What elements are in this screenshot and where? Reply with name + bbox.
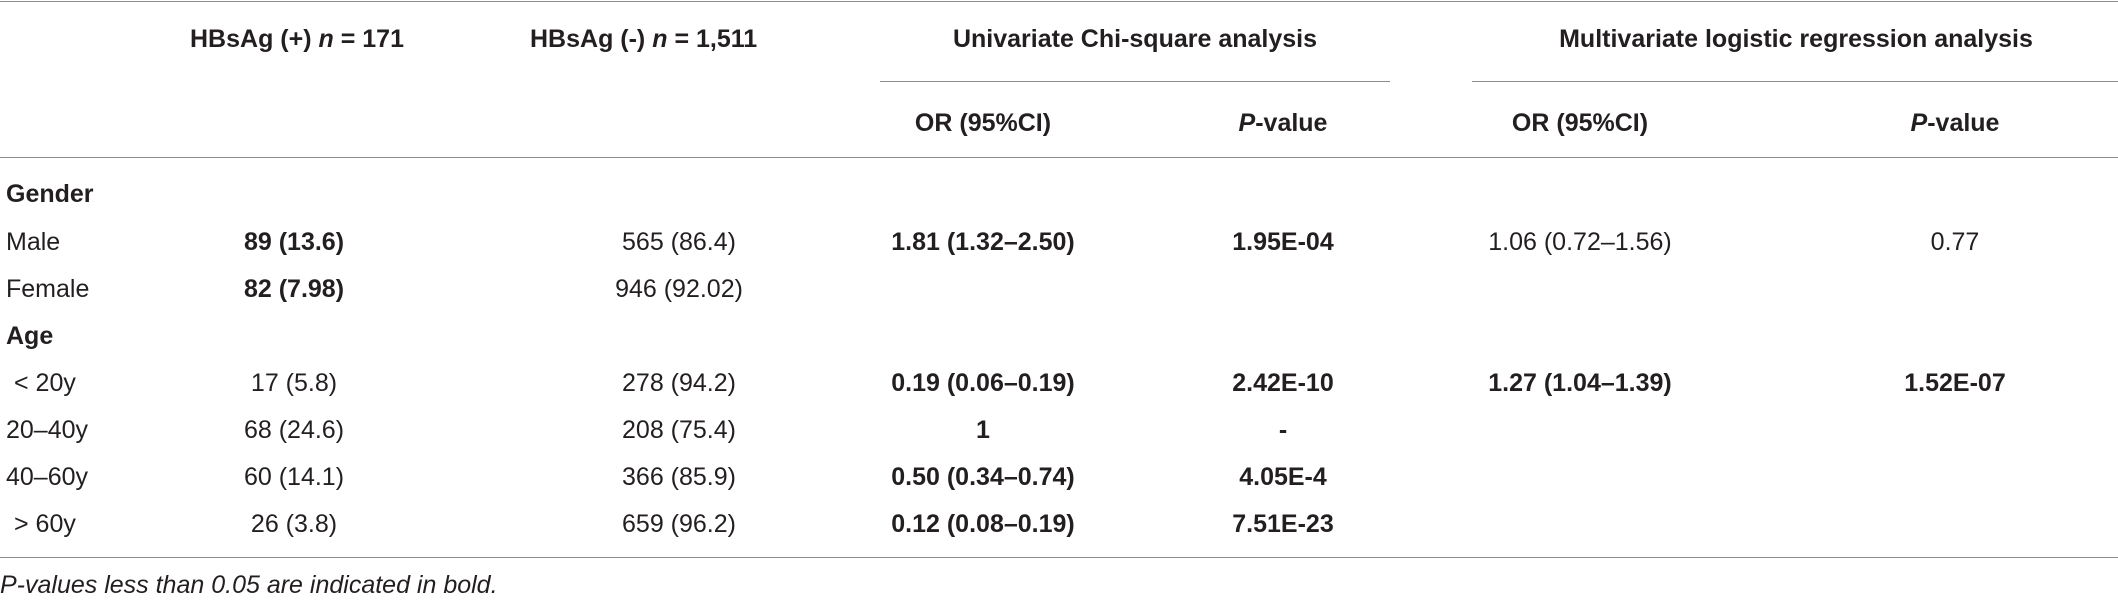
- row-female-neg: 946 (92.02): [615, 275, 743, 303]
- footnote: P-values less than 0.05 are indicated in…: [0, 571, 498, 599]
- row-male-u-or: 1.81 (1.32–2.50): [891, 228, 1075, 256]
- row-40-60-label: 40–60y: [6, 463, 89, 491]
- row-female-label: Female: [6, 275, 90, 303]
- row-male-pos: 89 (13.6): [243, 228, 345, 256]
- bottom-rule: [0, 557, 2118, 558]
- row-gt60-neg: 659 (96.2): [622, 510, 736, 538]
- row-gt60-u-p: 7.51E-23: [1232, 510, 1334, 538]
- row-lt20-pos: 17 (5.8): [250, 369, 338, 397]
- subheader-p-multivariate: P-value: [1910, 109, 2000, 137]
- row-20-40-pos: 68 (24.6): [243, 416, 345, 444]
- row-lt20-m-or: 1.27 (1.04–1.39): [1488, 369, 1672, 397]
- multivariate-span-rule: [1472, 81, 2118, 82]
- row-male-m-or: 1.06 (0.72–1.56): [1488, 228, 1672, 256]
- row-lt20-u-or: 0.19 (0.06–0.19): [891, 369, 1075, 397]
- row-gt60-u-or: 0.12 (0.08–0.19): [891, 510, 1075, 538]
- row-lt20-m-p: 1.52E-07: [1904, 369, 2006, 397]
- row-40-60-neg: 366 (85.9): [622, 463, 736, 491]
- row-20-40-label: 20–40y: [6, 416, 89, 444]
- row-lt20-label: < 20y: [14, 369, 76, 397]
- row-20-40-u-p: -: [1278, 416, 1288, 444]
- header-hbsag-positive: HBsAg (+) n = 171: [190, 25, 404, 53]
- row-female-pos: 82 (7.98): [243, 275, 345, 303]
- row-40-60-u-or: 0.50 (0.34–0.74): [891, 463, 1075, 491]
- row-20-40-u-or: 1: [976, 416, 990, 444]
- univariate-span-rule: [880, 81, 1390, 82]
- row-male-m-p: 0.77: [1930, 228, 1980, 256]
- header-bottom-rule: [0, 157, 2118, 158]
- row-gt60-label: > 60y: [14, 510, 76, 538]
- header-hbsag-negative: HBsAg (-) n = 1,511: [530, 25, 758, 53]
- row-male-u-p: 1.95E-04: [1232, 228, 1334, 256]
- row-40-60-u-p: 4.05E-4: [1239, 463, 1327, 491]
- row-20-40-neg: 208 (75.4): [622, 416, 736, 444]
- section-age: Age: [6, 322, 54, 350]
- header-univariate: Univariate Chi-square analysis: [952, 25, 1318, 53]
- section-gender: Gender: [6, 180, 94, 208]
- row-male-label: Male: [6, 228, 61, 256]
- top-rule: [0, 1, 2118, 2]
- subheader-or-univariate: OR (95%CI): [914, 109, 1052, 137]
- row-40-60-pos: 60 (14.1): [243, 463, 345, 491]
- row-lt20-neg: 278 (94.2): [622, 369, 736, 397]
- subheader-p-univariate: P-value: [1238, 109, 1328, 137]
- subheader-or-multivariate: OR (95%CI): [1511, 109, 1649, 137]
- row-lt20-u-p: 2.42E-10: [1232, 369, 1334, 397]
- row-gt60-pos: 26 (3.8): [250, 510, 338, 538]
- row-male-neg: 565 (86.4): [622, 228, 736, 256]
- header-multivariate: Multivariate logistic regression analysi…: [1559, 25, 2033, 53]
